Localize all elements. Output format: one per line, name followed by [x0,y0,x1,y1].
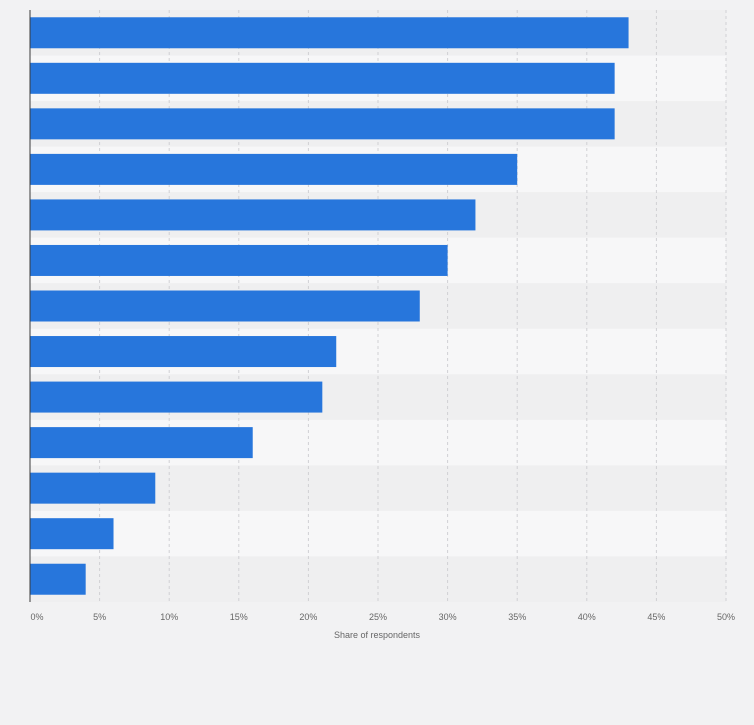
x-tick-label: 30% [439,612,457,622]
x-tick-label: 15% [230,612,248,622]
bar [30,472,156,504]
x-tick-labels: 0% 5% 10% 15% 20% 25% 30% 35% 40% 45% 50% [30,612,735,622]
x-tick-label: 25% [369,612,387,622]
bar [30,518,114,550]
bar [30,153,518,185]
x-tick-label: 35% [508,612,526,622]
x-axis-label: Share of respondents [334,630,421,640]
bar [30,336,337,368]
bar [30,427,253,459]
bars [30,17,629,595]
x-tick-label: 45% [647,612,665,622]
x-tick-label: 10% [160,612,178,622]
x-tick-label: 50% [717,612,735,622]
x-tick-label: 20% [299,612,317,622]
bar [30,62,615,94]
bar [30,290,420,322]
x-tick-label: 40% [578,612,596,622]
bar [30,244,448,276]
x-tick-label: 0% [30,612,43,622]
x-tick-label: 5% [93,612,106,622]
bar [30,17,629,49]
bar [30,563,86,595]
bar [30,199,476,231]
bar [30,108,615,140]
bar [30,381,323,413]
